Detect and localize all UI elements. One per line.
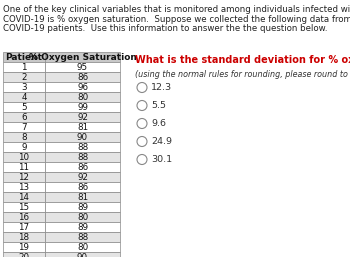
Text: 6: 6 — [21, 113, 27, 122]
Bar — [3, 162, 45, 172]
Text: 81: 81 — [77, 123, 88, 132]
Text: 89: 89 — [77, 223, 88, 232]
Bar — [45, 242, 120, 252]
Bar — [45, 92, 120, 102]
Text: (using the normal rules for rounding, please round to one decimal point): (using the normal rules for rounding, pl… — [135, 70, 350, 79]
Text: 30.1: 30.1 — [151, 155, 172, 164]
Text: 80: 80 — [77, 243, 88, 252]
Text: What is the standard deviation for % oxygen saturation among these patients?: What is the standard deviation for % oxy… — [135, 55, 350, 65]
Bar — [45, 252, 120, 257]
Text: 80: 80 — [77, 213, 88, 222]
Bar — [3, 112, 45, 122]
Text: COVID-19 is % oxygen saturation.  Suppose we collected the following data from: COVID-19 is % oxygen saturation. Suppose… — [3, 14, 350, 23]
Bar — [3, 252, 45, 257]
Text: 89: 89 — [77, 203, 88, 212]
Bar — [45, 192, 120, 202]
Text: Patient: Patient — [6, 52, 42, 61]
Bar — [3, 82, 45, 92]
Bar — [45, 112, 120, 122]
Bar — [3, 62, 45, 72]
Text: 11: 11 — [19, 162, 29, 171]
Text: 5.5: 5.5 — [151, 101, 166, 110]
Text: 95: 95 — [77, 62, 88, 71]
Text: 2: 2 — [21, 72, 27, 81]
Bar — [3, 172, 45, 182]
Text: 19: 19 — [19, 243, 29, 252]
Bar — [45, 72, 120, 82]
Bar — [3, 102, 45, 112]
Circle shape — [137, 82, 147, 93]
Bar — [3, 202, 45, 212]
Text: 86: 86 — [77, 162, 88, 171]
Text: 90: 90 — [77, 133, 88, 142]
Text: 5: 5 — [21, 103, 27, 112]
Bar — [3, 232, 45, 242]
Text: 17: 17 — [19, 223, 29, 232]
Text: 12.3: 12.3 — [151, 83, 172, 92]
Text: 81: 81 — [77, 192, 88, 201]
Bar — [3, 242, 45, 252]
Text: 14: 14 — [19, 192, 29, 201]
Text: 16: 16 — [19, 213, 29, 222]
Text: 1: 1 — [21, 62, 27, 71]
Bar — [3, 152, 45, 162]
Bar — [45, 162, 120, 172]
Bar — [45, 202, 120, 212]
Bar — [45, 182, 120, 192]
Text: 3: 3 — [21, 82, 27, 91]
Bar — [3, 192, 45, 202]
Bar — [45, 132, 120, 142]
Bar — [45, 142, 120, 152]
Text: 99: 99 — [77, 103, 88, 112]
Text: 7: 7 — [21, 123, 27, 132]
Text: 4: 4 — [21, 93, 27, 102]
Circle shape — [137, 118, 147, 128]
Text: 88: 88 — [77, 233, 88, 242]
Text: 24.9: 24.9 — [151, 137, 172, 146]
Text: 88: 88 — [77, 142, 88, 151]
Bar — [3, 52, 120, 62]
Text: 96: 96 — [77, 82, 88, 91]
Text: 13: 13 — [19, 182, 29, 191]
Text: COVID-19 patients.  Use this information to answer the the question below.: COVID-19 patients. Use this information … — [3, 24, 328, 33]
Bar — [3, 92, 45, 102]
Bar — [45, 82, 120, 92]
Text: 86: 86 — [77, 72, 88, 81]
Text: 9.6: 9.6 — [151, 119, 166, 128]
Bar — [3, 212, 45, 222]
Text: 18: 18 — [19, 233, 29, 242]
Bar — [3, 222, 45, 232]
Text: 9: 9 — [21, 142, 27, 151]
Text: 20: 20 — [19, 252, 29, 257]
Bar — [3, 72, 45, 82]
Text: 12: 12 — [19, 172, 29, 181]
Bar — [45, 232, 120, 242]
Bar — [45, 172, 120, 182]
Circle shape — [137, 136, 147, 146]
Bar — [45, 152, 120, 162]
Text: 92: 92 — [77, 113, 88, 122]
Text: One of the key clinical variables that is monitored among individuals infected w: One of the key clinical variables that i… — [3, 5, 350, 14]
Bar — [45, 62, 120, 72]
Circle shape — [137, 100, 147, 111]
Text: 80: 80 — [77, 93, 88, 102]
Bar — [45, 222, 120, 232]
Circle shape — [137, 154, 147, 164]
Text: % Oxygen Saturation: % Oxygen Saturation — [29, 52, 136, 61]
Text: 92: 92 — [77, 172, 88, 181]
Text: 8: 8 — [21, 133, 27, 142]
Bar — [45, 122, 120, 132]
Text: 88: 88 — [77, 152, 88, 161]
Text: 10: 10 — [19, 152, 29, 161]
Bar — [3, 142, 45, 152]
Bar — [3, 182, 45, 192]
Bar — [45, 102, 120, 112]
Text: 86: 86 — [77, 182, 88, 191]
Bar — [3, 122, 45, 132]
Bar — [45, 212, 120, 222]
Text: 15: 15 — [19, 203, 29, 212]
Bar — [3, 132, 45, 142]
Text: 90: 90 — [77, 252, 88, 257]
